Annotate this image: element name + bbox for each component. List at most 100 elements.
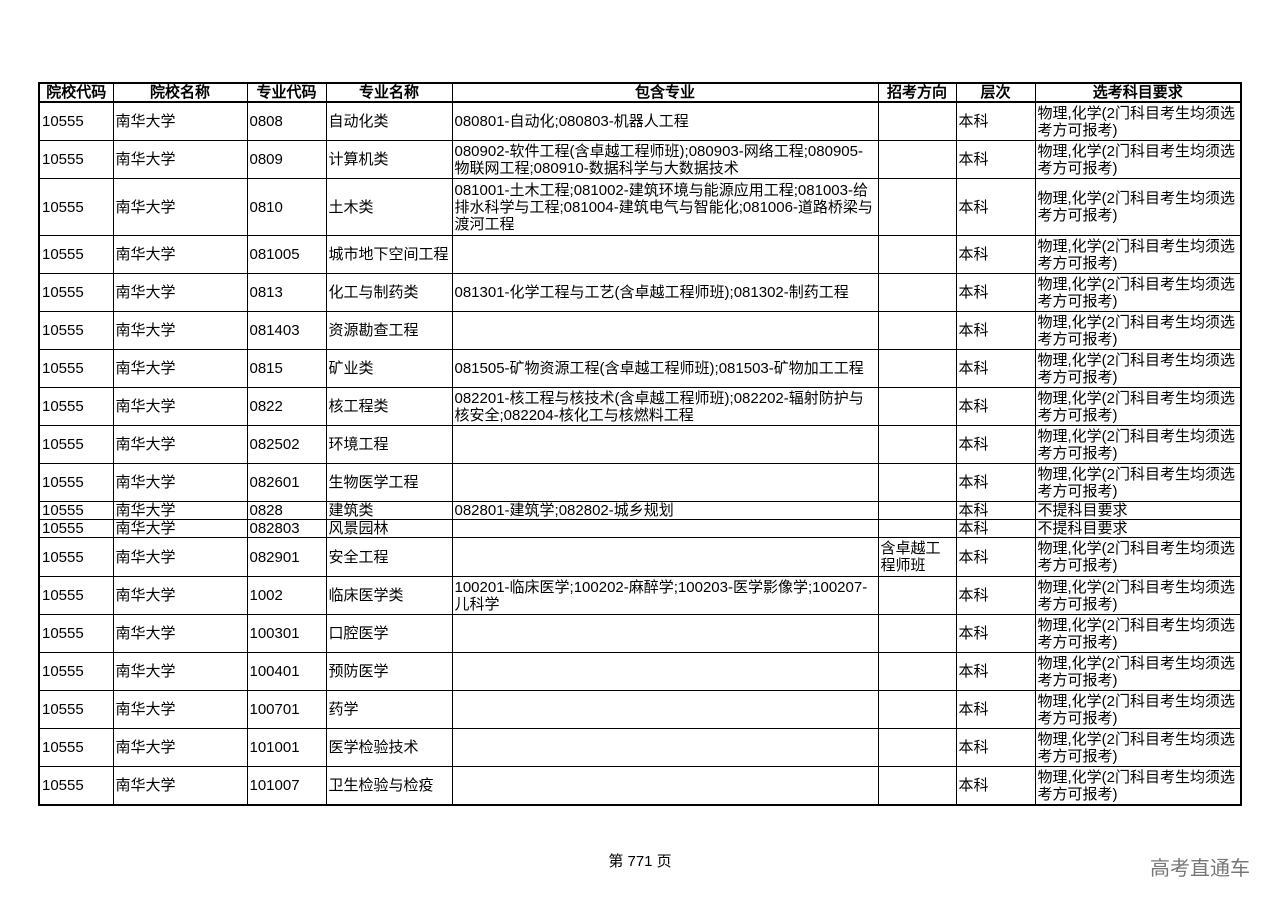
cell-direction: 含卓越工程师班: [877, 537, 957, 577]
cell-major-name: 口腔医学: [325, 614, 453, 653]
cell-major-code: 101001: [246, 728, 327, 767]
header-level: 层次: [955, 82, 1036, 103]
cell-school-code: 10555: [38, 576, 114, 615]
cell-major-name: 城市地下空间工程: [325, 235, 453, 274]
cell-included-majors: 082201-核工程与核技术(含卓越工程师班);082202-辐射防护与核安全;…: [451, 387, 879, 426]
cell-included-majors: 081505-矿物资源工程(含卓越工程师班);081503-矿物加工工程: [451, 349, 879, 388]
table-row: 10555 南华大学 0815 矿业类 081505-矿物资源工程(含卓越工程师班);0…: [38, 349, 1242, 388]
table-row: 10555 南华大学 0813 化工与制药类 081301-化学工程与工艺(含卓越工程师…: [38, 273, 1242, 312]
cell-direction: [877, 463, 957, 502]
header-included-majors: 包含专业: [451, 82, 879, 103]
cell-subject-requirement: 物理,化学(2门科目考生均须选考方可报考): [1034, 690, 1242, 729]
cell-school-name: 南华大学: [112, 235, 248, 274]
table-row: 10555 南华大学 082901 安全工程 含卓越工程师班 本科 物理,化学(2门科目考生…: [38, 537, 1242, 577]
cell-major-code: 1002: [246, 576, 327, 615]
cell-school-name: 南华大学: [112, 614, 248, 653]
cell-school-code: 10555: [38, 140, 114, 179]
cell-direction: [877, 273, 957, 312]
table-row: 10555 南华大学 082601 生物医学工程 本科 物理,化学(2门科目考生均须选考方…: [38, 463, 1242, 502]
table-row: 10555 南华大学 0810 土木类 081001-土木工程;081002-建筑环境与…: [38, 178, 1242, 236]
cell-included-majors: [451, 235, 879, 274]
cell-included-majors: 100201-临床医学;100202-麻醉学;100203-医学影像学;1002…: [451, 576, 879, 615]
cell-school-name: 南华大学: [112, 178, 248, 236]
cell-direction: [877, 519, 957, 538]
cell-direction: [877, 349, 957, 388]
cell-major-name: 安全工程: [325, 537, 453, 577]
cell-major-name: 预防医学: [325, 652, 453, 691]
cell-level: 本科: [955, 387, 1036, 426]
cell-direction: [877, 652, 957, 691]
cell-level: 本科: [955, 463, 1036, 502]
cell-level: 本科: [955, 614, 1036, 653]
cell-major-code: 081005: [246, 235, 327, 274]
cell-major-code: 0810: [246, 178, 327, 236]
cell-major-code: 082901: [246, 537, 327, 577]
cell-level: 本科: [955, 178, 1036, 236]
cell-major-name: 矿业类: [325, 349, 453, 388]
cell-school-name: 南华大学: [112, 311, 248, 350]
cell-direction: [877, 690, 957, 729]
cell-major-code: 0815: [246, 349, 327, 388]
cell-level: 本科: [955, 235, 1036, 274]
cell-school-code: 10555: [38, 690, 114, 729]
cell-major-code: 082502: [246, 425, 327, 464]
cell-included-majors: [451, 519, 879, 538]
table-row: 10555 南华大学 081403 资源勘查工程 本科 物理,化学(2门科目考生均须选考方…: [38, 311, 1242, 350]
cell-subject-requirement: 物理,化学(2门科目考生均须选考方可报考): [1034, 766, 1242, 806]
cell-school-name: 南华大学: [112, 349, 248, 388]
table-row: 10555 南华大学 0808 自动化类 080801-自动化;080803-机器人工程…: [38, 101, 1242, 141]
cell-subject-requirement: 物理,化学(2门科目考生均须选考方可报考): [1034, 537, 1242, 577]
cell-school-code: 10555: [38, 273, 114, 312]
cell-direction: [877, 235, 957, 274]
table-row: 10555 南华大学 101007 卫生检验与检疫 本科 物理,化学(2门科目考生均须选考…: [38, 766, 1242, 806]
cell-school-name: 南华大学: [112, 463, 248, 502]
cell-major-code: 082601: [246, 463, 327, 502]
cell-subject-requirement: 物理,化学(2门科目考生均须选考方可报考): [1034, 349, 1242, 388]
cell-subject-requirement: 不提科目要求: [1034, 501, 1242, 520]
table-row: 10555 南华大学 100301 口腔医学 本科 物理,化学(2门科目考生均须选考方可报…: [38, 614, 1242, 653]
cell-major-name: 生物医学工程: [325, 463, 453, 502]
cell-school-code: 10555: [38, 766, 114, 806]
cell-included-majors: [451, 690, 879, 729]
cell-subject-requirement: 物理,化学(2门科目考生均须选考方可报考): [1034, 425, 1242, 464]
cell-school-name: 南华大学: [112, 519, 248, 538]
cell-school-code: 10555: [38, 387, 114, 426]
table-row: 10555 南华大学 101001 医学检验技术 本科 物理,化学(2门科目考生均须选考方…: [38, 728, 1242, 767]
cell-subject-requirement: 物理,化学(2门科目考生均须选考方可报考): [1034, 101, 1242, 141]
cell-included-majors: [451, 652, 879, 691]
cell-level: 本科: [955, 425, 1036, 464]
cell-school-name: 南华大学: [112, 576, 248, 615]
cell-major-code: 0809: [246, 140, 327, 179]
cell-included-majors: [451, 463, 879, 502]
table-header-row: 院校代码 院校名称 专业代码 专业名称 包含专业 招考方向 层次 选考科目要求: [38, 82, 1242, 103]
cell-major-code: 0828: [246, 501, 327, 520]
cell-major-name: 环境工程: [325, 425, 453, 464]
cell-level: 本科: [955, 537, 1036, 577]
header-major-name: 专业名称: [325, 82, 453, 103]
cell-subject-requirement: 物理,化学(2门科目考生均须选考方可报考): [1034, 576, 1242, 615]
cell-school-name: 南华大学: [112, 101, 248, 141]
cell-level: 本科: [955, 311, 1036, 350]
cell-level: 本科: [955, 349, 1036, 388]
table-row: 10555 南华大学 100401 预防医学 本科 物理,化学(2门科目考生均须选考方可报…: [38, 652, 1242, 691]
cell-included-majors: 080801-自动化;080803-机器人工程: [451, 101, 879, 141]
cell-major-code: 0813: [246, 273, 327, 312]
cell-major-name: 自动化类: [325, 101, 453, 141]
cell-major-name: 资源勘查工程: [325, 311, 453, 350]
cell-level: 本科: [955, 652, 1036, 691]
cell-included-majors: 081001-土木工程;081002-建筑环境与能源应用工程;081003-给排…: [451, 178, 879, 236]
cell-major-name: 风景园林: [325, 519, 453, 538]
admission-table: 院校代码 院校名称 专业代码 专业名称 包含专业 招考方向 层次 选考科目要求 10555 南华…: [38, 82, 1242, 806]
cell-direction: [877, 311, 957, 350]
cell-school-name: 南华大学: [112, 537, 248, 577]
cell-subject-requirement: 物理,化学(2门科目考生均须选考方可报考): [1034, 311, 1242, 350]
cell-major-name: 化工与制药类: [325, 273, 453, 312]
cell-level: 本科: [955, 501, 1036, 520]
header-direction: 招考方向: [877, 82, 957, 103]
cell-included-majors: [451, 311, 879, 350]
cell-subject-requirement: 物理,化学(2门科目考生均须选考方可报考): [1034, 652, 1242, 691]
cell-major-code: 0822: [246, 387, 327, 426]
cell-school-code: 10555: [38, 463, 114, 502]
cell-school-code: 10555: [38, 614, 114, 653]
cell-subject-requirement: 物理,化学(2门科目考生均须选考方可报考): [1034, 140, 1242, 179]
